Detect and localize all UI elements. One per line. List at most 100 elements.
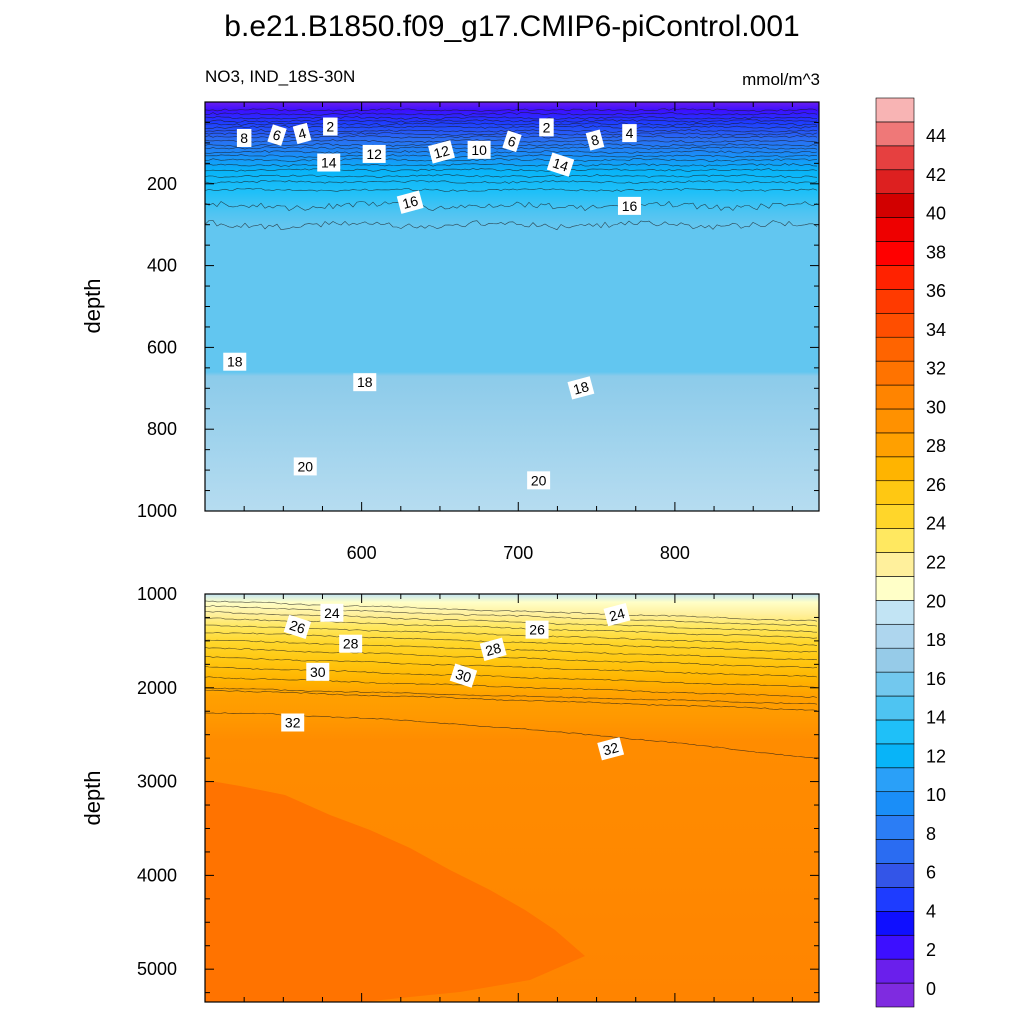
svg-text:18: 18 bbox=[571, 378, 590, 398]
colorbar-tick-label: 10 bbox=[926, 785, 946, 805]
colorbar-swatch bbox=[875, 97, 915, 123]
colorbar-swatch bbox=[875, 432, 915, 458]
contour-line bbox=[204, 220, 818, 231]
colorbar-tick-label: 22 bbox=[926, 553, 946, 573]
contour-label: 30 bbox=[449, 663, 478, 688]
colorbar-swatch bbox=[875, 911, 915, 936]
colorbar-swatch bbox=[875, 480, 915, 505]
svg-text:14: 14 bbox=[551, 155, 571, 175]
svg-text:24: 24 bbox=[607, 605, 626, 625]
contour-line bbox=[204, 116, 818, 120]
contour-label: 12 bbox=[362, 144, 386, 163]
colorbar: 0246810121416182022242628303234363840424… bbox=[875, 97, 946, 1008]
chart-title: b.e21.B1850.f09_g17.CMIP6-piControl.001 bbox=[224, 10, 799, 43]
contour-label: 10 bbox=[467, 140, 491, 159]
svg-text:30: 30 bbox=[310, 664, 326, 680]
colorbar-swatch bbox=[875, 863, 915, 888]
lower-axis-ticks: 1000 2000 3000 4000 5000 bbox=[137, 584, 819, 1002]
colorbar-swatch bbox=[875, 408, 915, 434]
contour-label: 24 bbox=[320, 603, 344, 622]
svg-text:26: 26 bbox=[529, 622, 545, 638]
colorbar-swatch bbox=[875, 743, 915, 769]
colorbar-swatch bbox=[875, 528, 915, 553]
contour-line bbox=[204, 108, 818, 112]
svg-text:12: 12 bbox=[432, 142, 451, 162]
x-tick-label: 600 bbox=[347, 543, 377, 563]
contour-label: 2 bbox=[323, 117, 338, 136]
colorbar-tick-label: 42 bbox=[926, 165, 946, 185]
colorbar-tick-label: 28 bbox=[926, 436, 946, 456]
contour-label: 4 bbox=[292, 122, 312, 145]
contour-label: 14 bbox=[317, 153, 341, 172]
colorbar-tick-label: 40 bbox=[926, 204, 946, 224]
colorbar-swatch bbox=[875, 719, 915, 745]
contour-label: 18 bbox=[353, 373, 377, 392]
colorbar-tick-label: 6 bbox=[926, 863, 936, 883]
colorbar-tick-label: 44 bbox=[926, 126, 946, 146]
contour-label: 14 bbox=[546, 152, 575, 177]
colorbar-swatch bbox=[875, 552, 915, 577]
y-tick-label: 1000 bbox=[137, 501, 177, 521]
svg-text:18: 18 bbox=[227, 354, 243, 370]
contour-label: 24 bbox=[603, 602, 631, 627]
svg-text:2: 2 bbox=[326, 119, 334, 135]
lower-contour-labels: 24 24 26 26 28 28 30 30 32 32 bbox=[281, 602, 631, 761]
contour-label: 28 bbox=[479, 637, 507, 662]
x-tick-label: 700 bbox=[503, 543, 533, 563]
contour-line bbox=[204, 687, 818, 705]
contour-line bbox=[204, 119, 818, 123]
y-tick-label: 600 bbox=[147, 337, 177, 357]
colorbar-swatch bbox=[875, 791, 915, 816]
y-tick-label: 2000 bbox=[137, 678, 177, 698]
colorbar-swatch bbox=[875, 695, 915, 721]
colorbar-swatch bbox=[875, 934, 915, 960]
colorbar-tick-label: 14 bbox=[926, 708, 946, 728]
contour-line bbox=[204, 647, 818, 669]
contour-label: 18 bbox=[223, 352, 247, 371]
y-tick-label: 4000 bbox=[137, 865, 177, 885]
contour-label: 32 bbox=[597, 737, 625, 761]
svg-text:18: 18 bbox=[357, 374, 373, 390]
contour-line bbox=[204, 689, 818, 711]
colorbar-tick-label: 2 bbox=[926, 940, 936, 960]
svg-text:20: 20 bbox=[297, 458, 313, 474]
colorbar-tick-label: 18 bbox=[926, 630, 946, 650]
colorbar-swatch bbox=[875, 815, 915, 840]
contour-line bbox=[204, 188, 818, 192]
y-tick-label: 5000 bbox=[137, 959, 177, 979]
svg-text:30: 30 bbox=[454, 666, 474, 686]
contour-label: 32 bbox=[281, 713, 305, 732]
svg-text:14: 14 bbox=[321, 155, 337, 171]
colorbar-swatch bbox=[875, 217, 915, 242]
contour-line bbox=[205, 154, 818, 158]
colorbar-swatch bbox=[875, 982, 915, 1008]
lower-y-axis-label: depth bbox=[80, 770, 105, 825]
colorbar-tick-label: 16 bbox=[926, 669, 946, 689]
y-tick-label: 800 bbox=[147, 419, 177, 439]
contour-line bbox=[204, 163, 818, 167]
svg-text:28: 28 bbox=[484, 640, 503, 660]
contour-label: 20 bbox=[293, 457, 317, 476]
colorbar-swatch bbox=[875, 360, 915, 386]
contour-line bbox=[204, 158, 818, 162]
colorbar-swatch bbox=[875, 504, 915, 529]
deep-core-region bbox=[205, 780, 585, 1002]
colorbar-swatch bbox=[875, 839, 915, 864]
upper-panel-fill bbox=[205, 102, 819, 511]
contour-label: 8 bbox=[585, 129, 605, 151]
contour-label: 16 bbox=[396, 190, 424, 214]
contour-label: 26 bbox=[525, 620, 549, 639]
y-tick-label: 200 bbox=[147, 174, 177, 194]
colorbar-tick-label: 26 bbox=[926, 475, 946, 495]
y-tick-label: 3000 bbox=[137, 772, 177, 792]
colorbar-swatch bbox=[875, 169, 915, 194]
colorbar-tick-label: 20 bbox=[926, 591, 946, 611]
svg-text:20: 20 bbox=[531, 472, 547, 488]
y-tick-label: 400 bbox=[147, 256, 177, 276]
colorbar-swatch bbox=[875, 671, 915, 697]
svg-text:28: 28 bbox=[343, 636, 359, 652]
contour-label: 30 bbox=[306, 662, 330, 681]
